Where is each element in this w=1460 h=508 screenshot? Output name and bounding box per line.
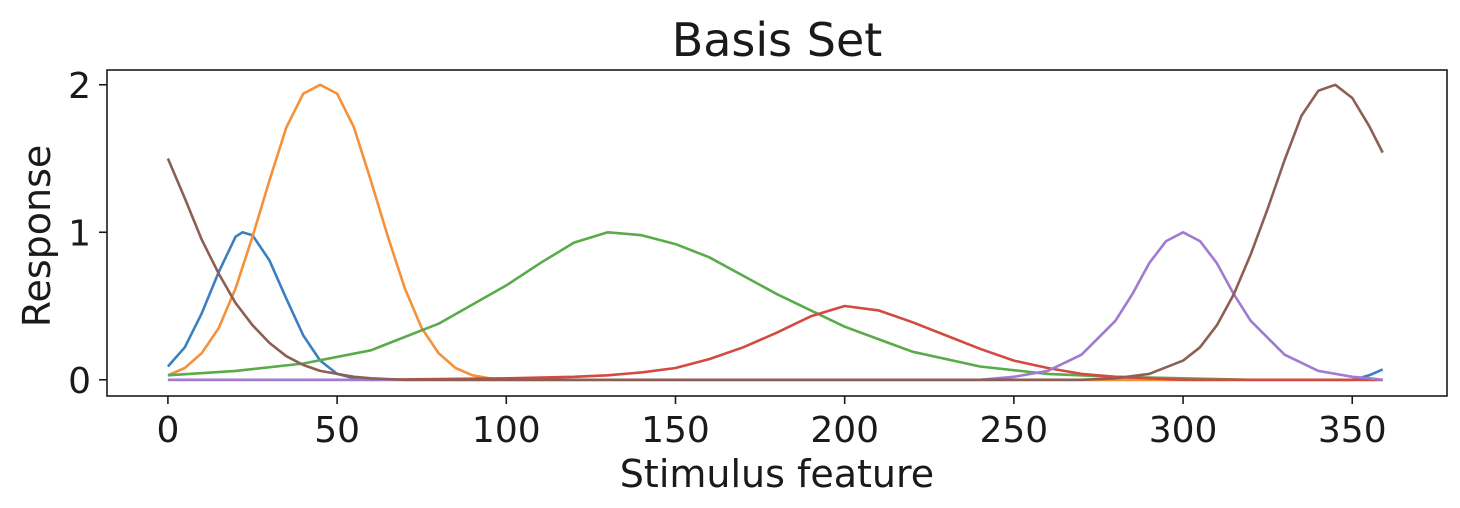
x-tick-label: 0 [156,410,179,451]
x-tick-label: 150 [641,410,710,451]
x-tick-label: 300 [1149,410,1218,451]
series-line-1 [166,231,1384,382]
series-line-3 [167,231,1383,382]
series-line-6 [166,83,1384,382]
plot-frame [106,69,1448,397]
y-tick-label: 0 [68,361,91,402]
x-axis: 0 50 100 150 200 250 300 350 [156,396,1387,451]
y-tick-label: 2 [68,66,91,107]
y-axis-title: Response [15,145,59,328]
x-tick-label: 250 [980,410,1049,451]
x-tick-label: 350 [1318,410,1387,451]
x-axis-title: Stimulus feature [620,452,934,496]
x-tick-label: 50 [314,410,360,451]
chart-title: Basis Set [672,13,883,67]
series-line-5 [167,231,1383,382]
x-tick-label: 200 [810,410,879,451]
series-line-2 [167,83,1383,382]
series-line-4 [167,304,1383,382]
y-tick-label: 1 [68,213,91,254]
y-axis: 0 1 2 [68,66,107,402]
plot-lines [166,83,1384,382]
x-tick-label: 100 [472,410,541,451]
